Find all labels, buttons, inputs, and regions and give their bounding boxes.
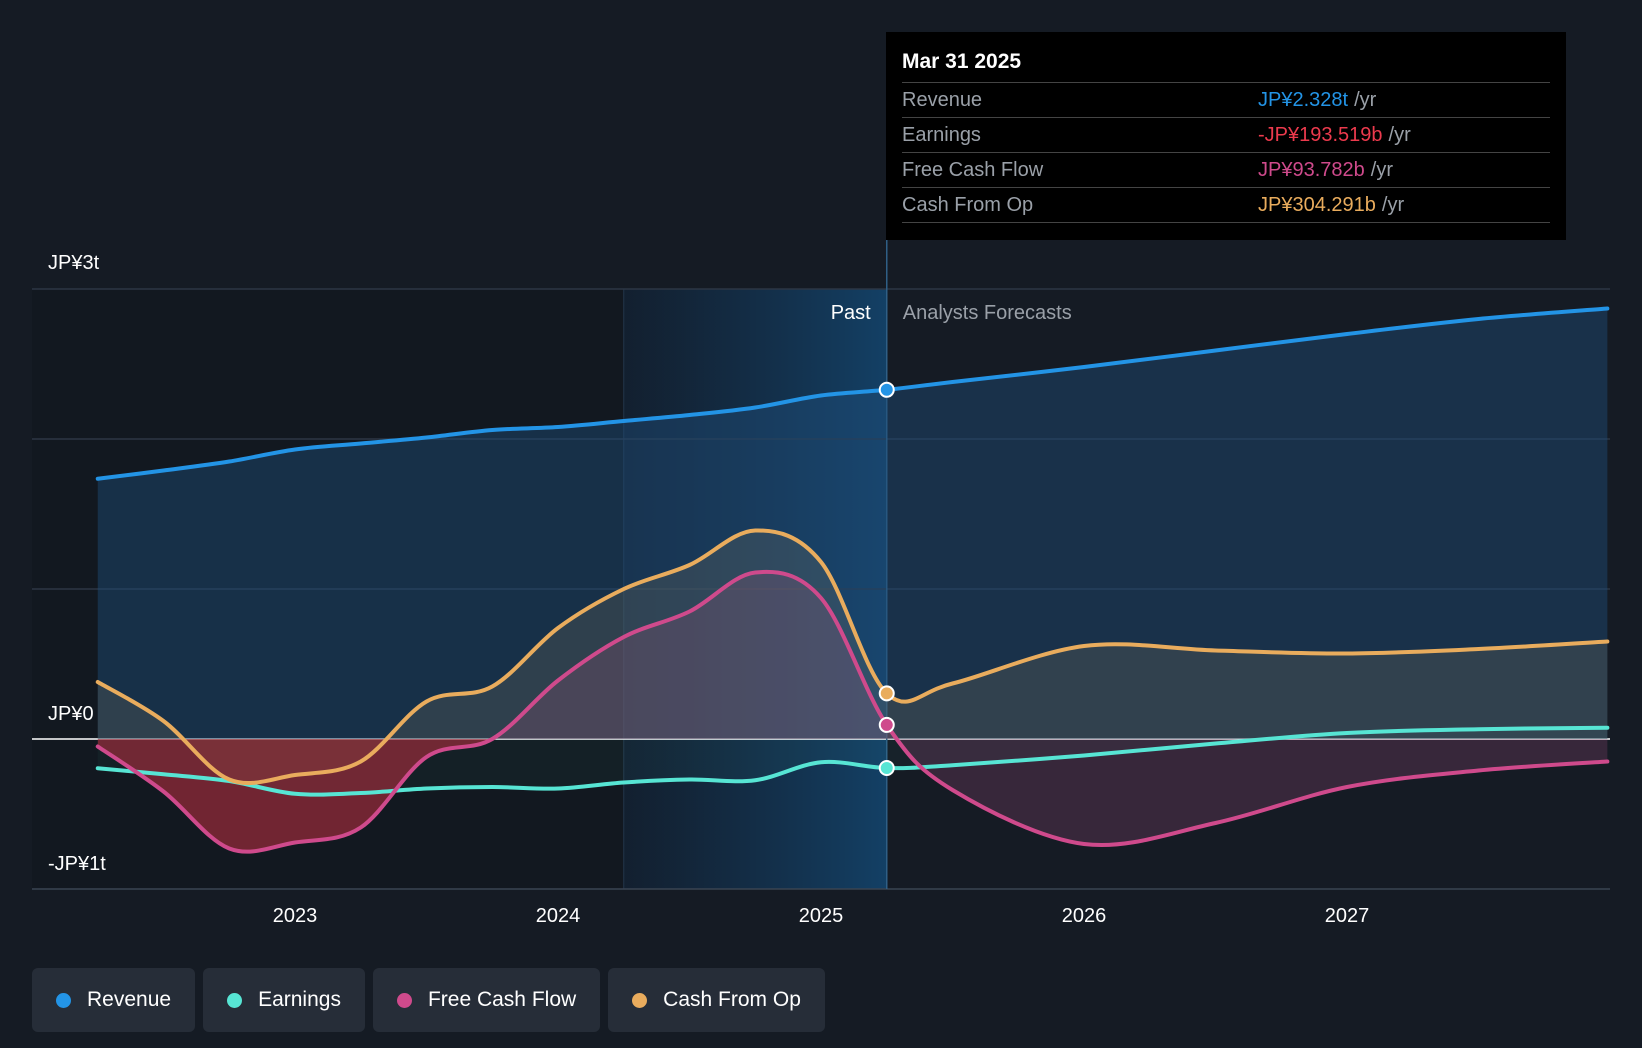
tooltip-value: JP¥93.782b: [1258, 159, 1365, 181]
tooltip-date: Mar 31 2025: [902, 46, 1550, 83]
marker-revenue: [878, 381, 895, 398]
x-tick-label: 2025: [799, 905, 844, 927]
legend-label: Earnings: [258, 988, 341, 1011]
x-tick-label: 2026: [1062, 905, 1107, 927]
area-free-cash-flow: [97, 571, 1608, 852]
series-line-free-cash-flow: [95, 569, 1610, 854]
legend-item-free-cash-flow[interactable]: Free Cash Flow: [372, 968, 601, 1032]
legend-dot-icon: [56, 992, 71, 1008]
area-revenue: [97, 308, 1608, 739]
marker-earnings: [878, 760, 895, 777]
tooltip-label: Revenue: [902, 89, 983, 111]
marker-cash-from-op: [878, 685, 895, 702]
y-label-bottom: -JP¥1t: [48, 853, 106, 875]
tooltip-unit: /yr: [1354, 89, 1377, 111]
tooltip-row-revenue: Revenue JP¥2.328t /yr: [902, 83, 1550, 118]
x-tick-label: 2027: [1325, 905, 1370, 927]
series-line-earnings: [95, 725, 1610, 797]
legend: Revenue Earnings Free Cash Flow Cash Fro…: [32, 968, 825, 1032]
series-line-revenue: [95, 306, 1610, 481]
series-line-cash-from-op: [95, 528, 1610, 785]
tooltip: Mar 31 2025 Revenue JP¥2.328t /yr Earnin…: [886, 32, 1566, 240]
x-tick-label: 2024: [536, 905, 581, 927]
forecast-label: Analysts Forecasts: [903, 302, 1072, 324]
y-label-zero: JP¥0: [48, 703, 94, 725]
tooltip-value: JP¥304.291b: [1258, 194, 1376, 216]
legend-label: Revenue: [87, 988, 172, 1011]
legend-label: Free Cash Flow: [427, 988, 577, 1011]
tooltip-row-fcf: Free Cash Flow JP¥93.782b /yr: [902, 153, 1550, 188]
legend-dot-icon: [227, 992, 243, 1008]
past-label: Past: [831, 302, 871, 324]
legend-item-cash-from-op[interactable]: Cash From Op: [608, 968, 825, 1032]
legend-dot-icon: [396, 992, 412, 1008]
x-tick-label: 2023: [273, 905, 318, 927]
negative-area: [97, 739, 887, 852]
marker-free-cash-flow: [878, 716, 895, 733]
legend-dot-icon: [632, 992, 648, 1008]
legend-item-earnings[interactable]: Earnings: [203, 968, 365, 1032]
legend-label: Cash From Op: [663, 988, 801, 1011]
tooltip-row-earnings: Earnings -JP¥193.519b /yr: [902, 118, 1550, 153]
tooltip-unit: /yr: [1388, 124, 1411, 146]
tooltip-value: JP¥2.328t: [1258, 89, 1349, 111]
tooltip-label: Cash From Op: [902, 194, 1034, 216]
tooltip-label: Earnings: [902, 124, 981, 146]
tooltip-label: Free Cash Flow: [902, 159, 1044, 181]
tooltip-value: -JP¥193.519b: [1258, 124, 1383, 146]
tooltip-unit: /yr: [1370, 159, 1393, 181]
tooltip-unit: /yr: [1381, 194, 1405, 216]
y-label-top: JP¥3t: [48, 252, 100, 274]
tooltip-row-cfo: Cash From Op JP¥304.291b /yr: [902, 188, 1550, 223]
legend-item-revenue[interactable]: Revenue: [32, 968, 196, 1032]
